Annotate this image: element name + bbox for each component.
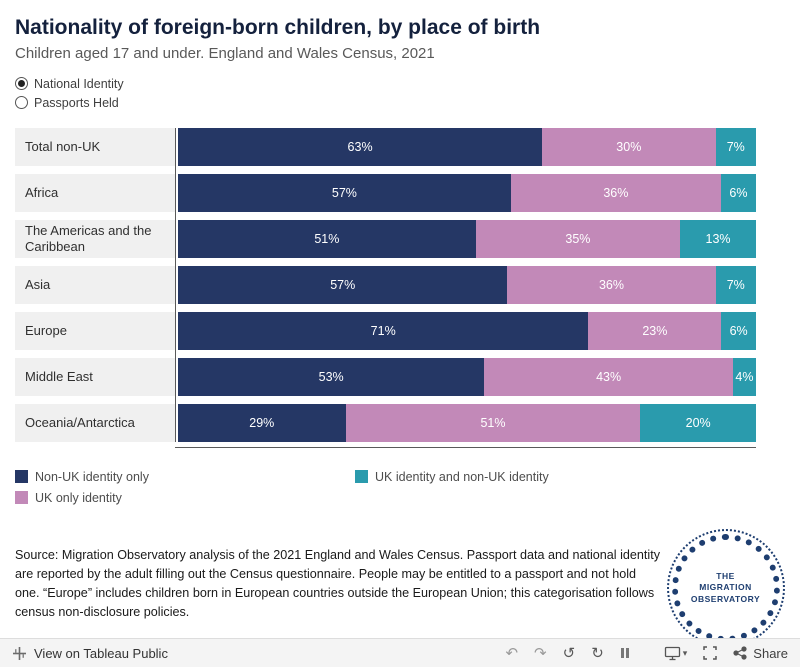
legend-swatch <box>15 491 28 504</box>
legend-label: Non-UK identity only <box>35 469 149 484</box>
view-on-tableau[interactable]: View on Tableau Public <box>12 646 489 661</box>
header: Nationality of foreign-born children, by… <box>0 0 800 62</box>
chart-row: Total non-UK 63% 30% 7% <box>15 128 756 166</box>
share-label: Share <box>753 645 788 661</box>
bar-segment[interactable]: 36% <box>510 174 721 212</box>
bar-segment[interactable]: 13% <box>680 220 756 258</box>
migration-observatory-logo: THE MIGRATION OBSERVATORY <box>666 529 785 647</box>
chart-row: Middle East 53% 43% 4% <box>15 358 756 396</box>
bar-segment[interactable]: 7% <box>715 128 756 166</box>
chart-rows: Total non-UK 63% 30% 7% Africa 57% 36% 6% The Am… <box>15 128 756 442</box>
stacked-bar: 57% 36% 7% <box>178 266 756 304</box>
undo-icon[interactable]: ↶ <box>505 644 519 662</box>
refresh-icon[interactable]: ↻ <box>591 644 604 662</box>
logo-wrap: THE MIGRATION OBSERVATORY <box>663 529 788 647</box>
source-section: Source: Migration Observatory analysis o… <box>15 529 788 647</box>
row-label: Asia <box>15 266 175 304</box>
bar-segment[interactable]: 71% <box>178 312 589 350</box>
stacked-bar: 51% 35% 13% <box>178 220 756 258</box>
axis-line-vertical <box>175 128 176 442</box>
legend-item: UK identity and non-UK identity <box>355 466 785 487</box>
legend-label: UK only identity <box>35 490 122 505</box>
radio-option[interactable]: National Identity <box>15 74 800 93</box>
bar-segment[interactable]: 30% <box>542 128 716 166</box>
legend-swatch <box>355 470 368 483</box>
bar-segment[interactable]: 51% <box>345 404 641 442</box>
download-icon[interactable]: ▾ <box>664 646 688 661</box>
radio-group: National Identity Passports Held <box>15 74 800 112</box>
row-label: Oceania/Antarctica <box>15 404 175 442</box>
pause-icon[interactable] <box>620 647 630 659</box>
tableau-logo-icon <box>12 646 27 661</box>
logo-line: MIGRATION <box>699 582 752 593</box>
fullscreen-icon[interactable] <box>703 646 718 660</box>
logo-line: OBSERVATORY <box>690 593 761 604</box>
page-subtitle: Children aged 17 and under. England and … <box>15 45 435 62</box>
bar-segment[interactable]: 51% <box>178 220 476 258</box>
bar-segment[interactable]: 29% <box>178 404 346 442</box>
row-label: Africa <box>15 174 175 212</box>
bar-segment[interactable]: 6% <box>720 174 756 212</box>
radio-label: Passports Held <box>34 95 119 110</box>
row-label: The Americas and the Caribbean <box>15 220 175 258</box>
page-title: Nationality of foreign-born children, by… <box>15 16 541 39</box>
download-caret-icon: ▾ <box>682 647 688 658</box>
source-text: Source: Migration Observatory analysis o… <box>15 548 660 619</box>
radio-selected-icon[interactable] <box>15 77 28 90</box>
stacked-bar: 71% 23% 6% <box>178 312 756 350</box>
bar-segment[interactable]: 43% <box>484 358 733 396</box>
row-label: Europe <box>15 312 175 350</box>
chart-row: The Americas and the Caribbean 51% 35% 13% <box>15 220 756 258</box>
stacked-bar: 57% 36% 6% <box>178 174 756 212</box>
radio-label: National Identity <box>34 76 124 91</box>
bar-segment[interactable]: 35% <box>475 220 681 258</box>
legend-label: UK identity and non-UK identity <box>375 469 549 484</box>
redo-icon[interactable]: ↷ <box>534 644 547 662</box>
chart-row: Africa 57% 36% 6% <box>15 174 756 212</box>
bar-segment[interactable]: 57% <box>178 174 511 212</box>
row-label: Middle East <box>15 358 175 396</box>
chart-row: Oceania/Antarctica 29% 51% 20% <box>15 404 756 442</box>
stacked-bar: 29% 51% 20% <box>178 404 756 442</box>
share-button[interactable]: Share <box>733 646 788 661</box>
bar-segment[interactable]: 23% <box>588 312 722 350</box>
bar-segment[interactable]: 57% <box>178 266 508 304</box>
legend: Non-UK identity only UK only identity UK i… <box>15 466 785 508</box>
radio-option[interactable]: Passports Held <box>15 93 800 112</box>
stacked-bar-chart: Total non-UK 63% 30% 7% Africa 57% 36% 6% The Am… <box>15 128 756 448</box>
bar-segment[interactable]: 63% <box>178 128 543 166</box>
axis-line-horizontal <box>175 447 756 448</box>
chart-row: Europe 71% 23% 6% <box>15 312 756 350</box>
legend-swatch <box>15 470 28 483</box>
share-icon <box>733 646 747 660</box>
row-label: Total non-UK <box>15 128 175 166</box>
legend-item: UK only identity <box>15 487 345 508</box>
view-on-tableau-label: View on Tableau Public <box>34 645 168 661</box>
radio-unselected-icon[interactable] <box>15 96 28 109</box>
stacked-bar: 53% 43% 4% <box>178 358 756 396</box>
bar-segment[interactable]: 7% <box>715 266 756 304</box>
bar-segment[interactable]: 53% <box>178 358 485 396</box>
logo-line: THE <box>716 570 735 581</box>
bar-segment[interactable]: 6% <box>721 312 756 350</box>
stacked-bar: 63% 30% 7% <box>178 128 756 166</box>
bar-segment[interactable]: 4% <box>732 358 756 396</box>
bar-segment[interactable]: 36% <box>507 266 716 304</box>
tableau-toolbar: View on Tableau Public ↶ ↷ ↺ ↻ ▾ <box>0 638 800 667</box>
bar-segment[interactable]: 20% <box>640 404 756 442</box>
reset-icon[interactable]: ↺ <box>562 644 576 662</box>
legend-item: Non-UK identity only <box>15 466 345 487</box>
chart-row: Asia 57% 36% 7% <box>15 266 756 304</box>
